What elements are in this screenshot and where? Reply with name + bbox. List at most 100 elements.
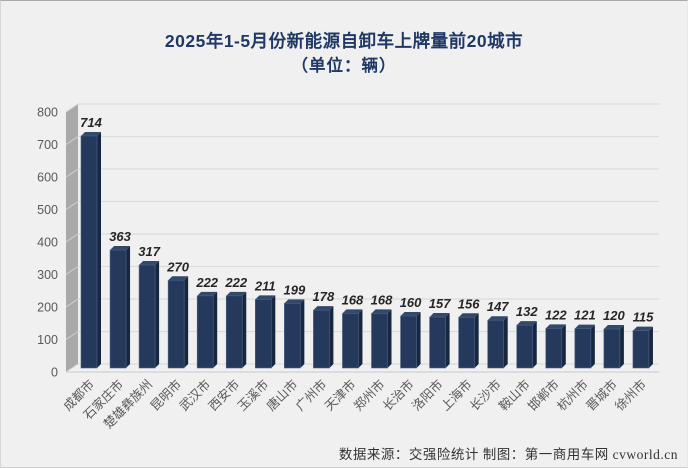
bar-value-label: 168 (342, 292, 364, 307)
bar-side-face (184, 276, 189, 368)
y-axis-tick-label: 800 (37, 106, 58, 120)
bar-value-label: 132 (516, 304, 538, 319)
bar-value-label: 120 (603, 308, 625, 323)
source-note: 数据来源：交强险统计 制图：第一商用车网 cvworld.cn (338, 447, 678, 462)
y-axis-tick-label: 400 (37, 236, 58, 250)
bar-side-face (300, 299, 305, 368)
chart-title-block: 2025年1-5月份新能源自卸车上牌量前20城市 （单位：辆） (1, 28, 687, 78)
bar-side-face (503, 316, 508, 368)
bar-top-face (110, 246, 131, 251)
bar-side-face (619, 325, 624, 368)
y-axis-tick-label: 500 (37, 203, 58, 217)
y-axis-tick-label: 200 (37, 301, 58, 315)
bar-value-label: 714 (80, 115, 102, 130)
bar-value-label: 156 (458, 296, 480, 311)
x-axis-category-label: 洛阳市 (409, 377, 446, 414)
bar (138, 264, 156, 369)
bar-top-face (226, 291, 247, 296)
wall-tick (65, 136, 79, 145)
x-axis-category-label: 徐州市 (612, 377, 649, 414)
chart-title: 2025年1-5月份新能源自卸车上牌量前20城市 (164, 31, 524, 51)
x-axis-category-label: 鞍山市 (496, 377, 533, 414)
x-axis-category-label: 玉溪市 (234, 377, 271, 414)
bar-top-face (487, 316, 508, 321)
bar-top-face (255, 295, 276, 300)
bar (487, 319, 505, 369)
x-axis-category-label: 上海市 (438, 377, 475, 414)
bar-top-face (342, 309, 363, 314)
wall-tick (65, 331, 79, 340)
wall-tick (65, 298, 79, 308)
y-axis-tick-label: 600 (37, 171, 58, 185)
wall-tick (65, 103, 79, 113)
bar-top-face (313, 306, 334, 311)
bar (80, 135, 98, 369)
wall-tick (65, 266, 79, 275)
bar-side-face (358, 309, 363, 368)
bar-side-face (329, 306, 334, 368)
bar (429, 316, 446, 369)
bar (632, 330, 650, 369)
bar-value-label: 222 (195, 275, 218, 290)
x-axis-category-label: 昆明市 (147, 377, 184, 414)
x-axis-category-label: 长沙市 (467, 377, 504, 414)
x-axis-category-label: 郑州市 (350, 377, 387, 414)
bar (167, 279, 185, 369)
bar-top-face (400, 312, 421, 316)
bar-top-face (284, 299, 305, 304)
bar-side-face (126, 246, 131, 368)
x-axis-category-label: 西安市 (205, 377, 242, 414)
bar-top-face (458, 313, 479, 318)
bar-side-face (271, 295, 276, 368)
bar (516, 324, 534, 369)
x-axis-category-label: 长治市 (380, 377, 417, 414)
wall-tick (65, 233, 79, 243)
y-axis-tick-label: 0 (51, 366, 58, 380)
chart-subtitle: （单位：辆） (291, 57, 397, 75)
wall-tick (65, 363, 79, 373)
bar-top-face (197, 291, 218, 296)
bar-value-label: 178 (313, 289, 335, 304)
bar-side-face (532, 321, 537, 368)
x-axis-category-label: 唐山市 (263, 377, 300, 414)
y-axis-tick-label: 700 (37, 138, 58, 152)
bar-top-face (429, 312, 450, 317)
x-axis-category-label: 武汉市 (176, 377, 213, 414)
bar-value-label: 317 (138, 244, 160, 259)
bar (225, 295, 243, 369)
bar-value-label: 160 (400, 295, 422, 310)
y-axis-tick-label: 300 (37, 268, 58, 282)
bar (574, 328, 592, 369)
bar (342, 313, 359, 369)
bar-side-face (474, 313, 479, 368)
bar-side-face (445, 312, 450, 368)
bar-side-face (387, 309, 392, 368)
bar-side-face (97, 131, 101, 368)
bar-side-face (242, 291, 247, 368)
bar-value-label: 211 (254, 278, 276, 293)
bar-value-label: 363 (109, 229, 131, 244)
bar (371, 313, 388, 369)
bar-value-label: 147 (487, 299, 509, 314)
bar-top-face (603, 325, 624, 329)
x-axis-category-label: 邯郸市 (525, 377, 562, 414)
bar-value-label: 222 (224, 275, 247, 290)
bar (196, 295, 214, 369)
bar-top-face (574, 324, 595, 329)
bar (313, 309, 330, 369)
bar-top-face (545, 324, 566, 329)
x-axis-category-label: 广州市 (292, 377, 329, 414)
bar-value-label: 115 (633, 310, 654, 325)
bar-side-face (590, 324, 595, 368)
bar-value-label: 168 (371, 292, 393, 307)
bar-top-face (81, 131, 101, 136)
bar (400, 315, 417, 369)
bar-top-face (516, 321, 537, 326)
bar-value-label: 270 (166, 259, 189, 274)
bar-value-label: 122 (545, 307, 567, 322)
wall-tick (65, 168, 79, 178)
bar-value-label: 157 (429, 296, 451, 311)
bar (109, 249, 127, 369)
x-axis-category-label: 天津市 (321, 377, 358, 414)
